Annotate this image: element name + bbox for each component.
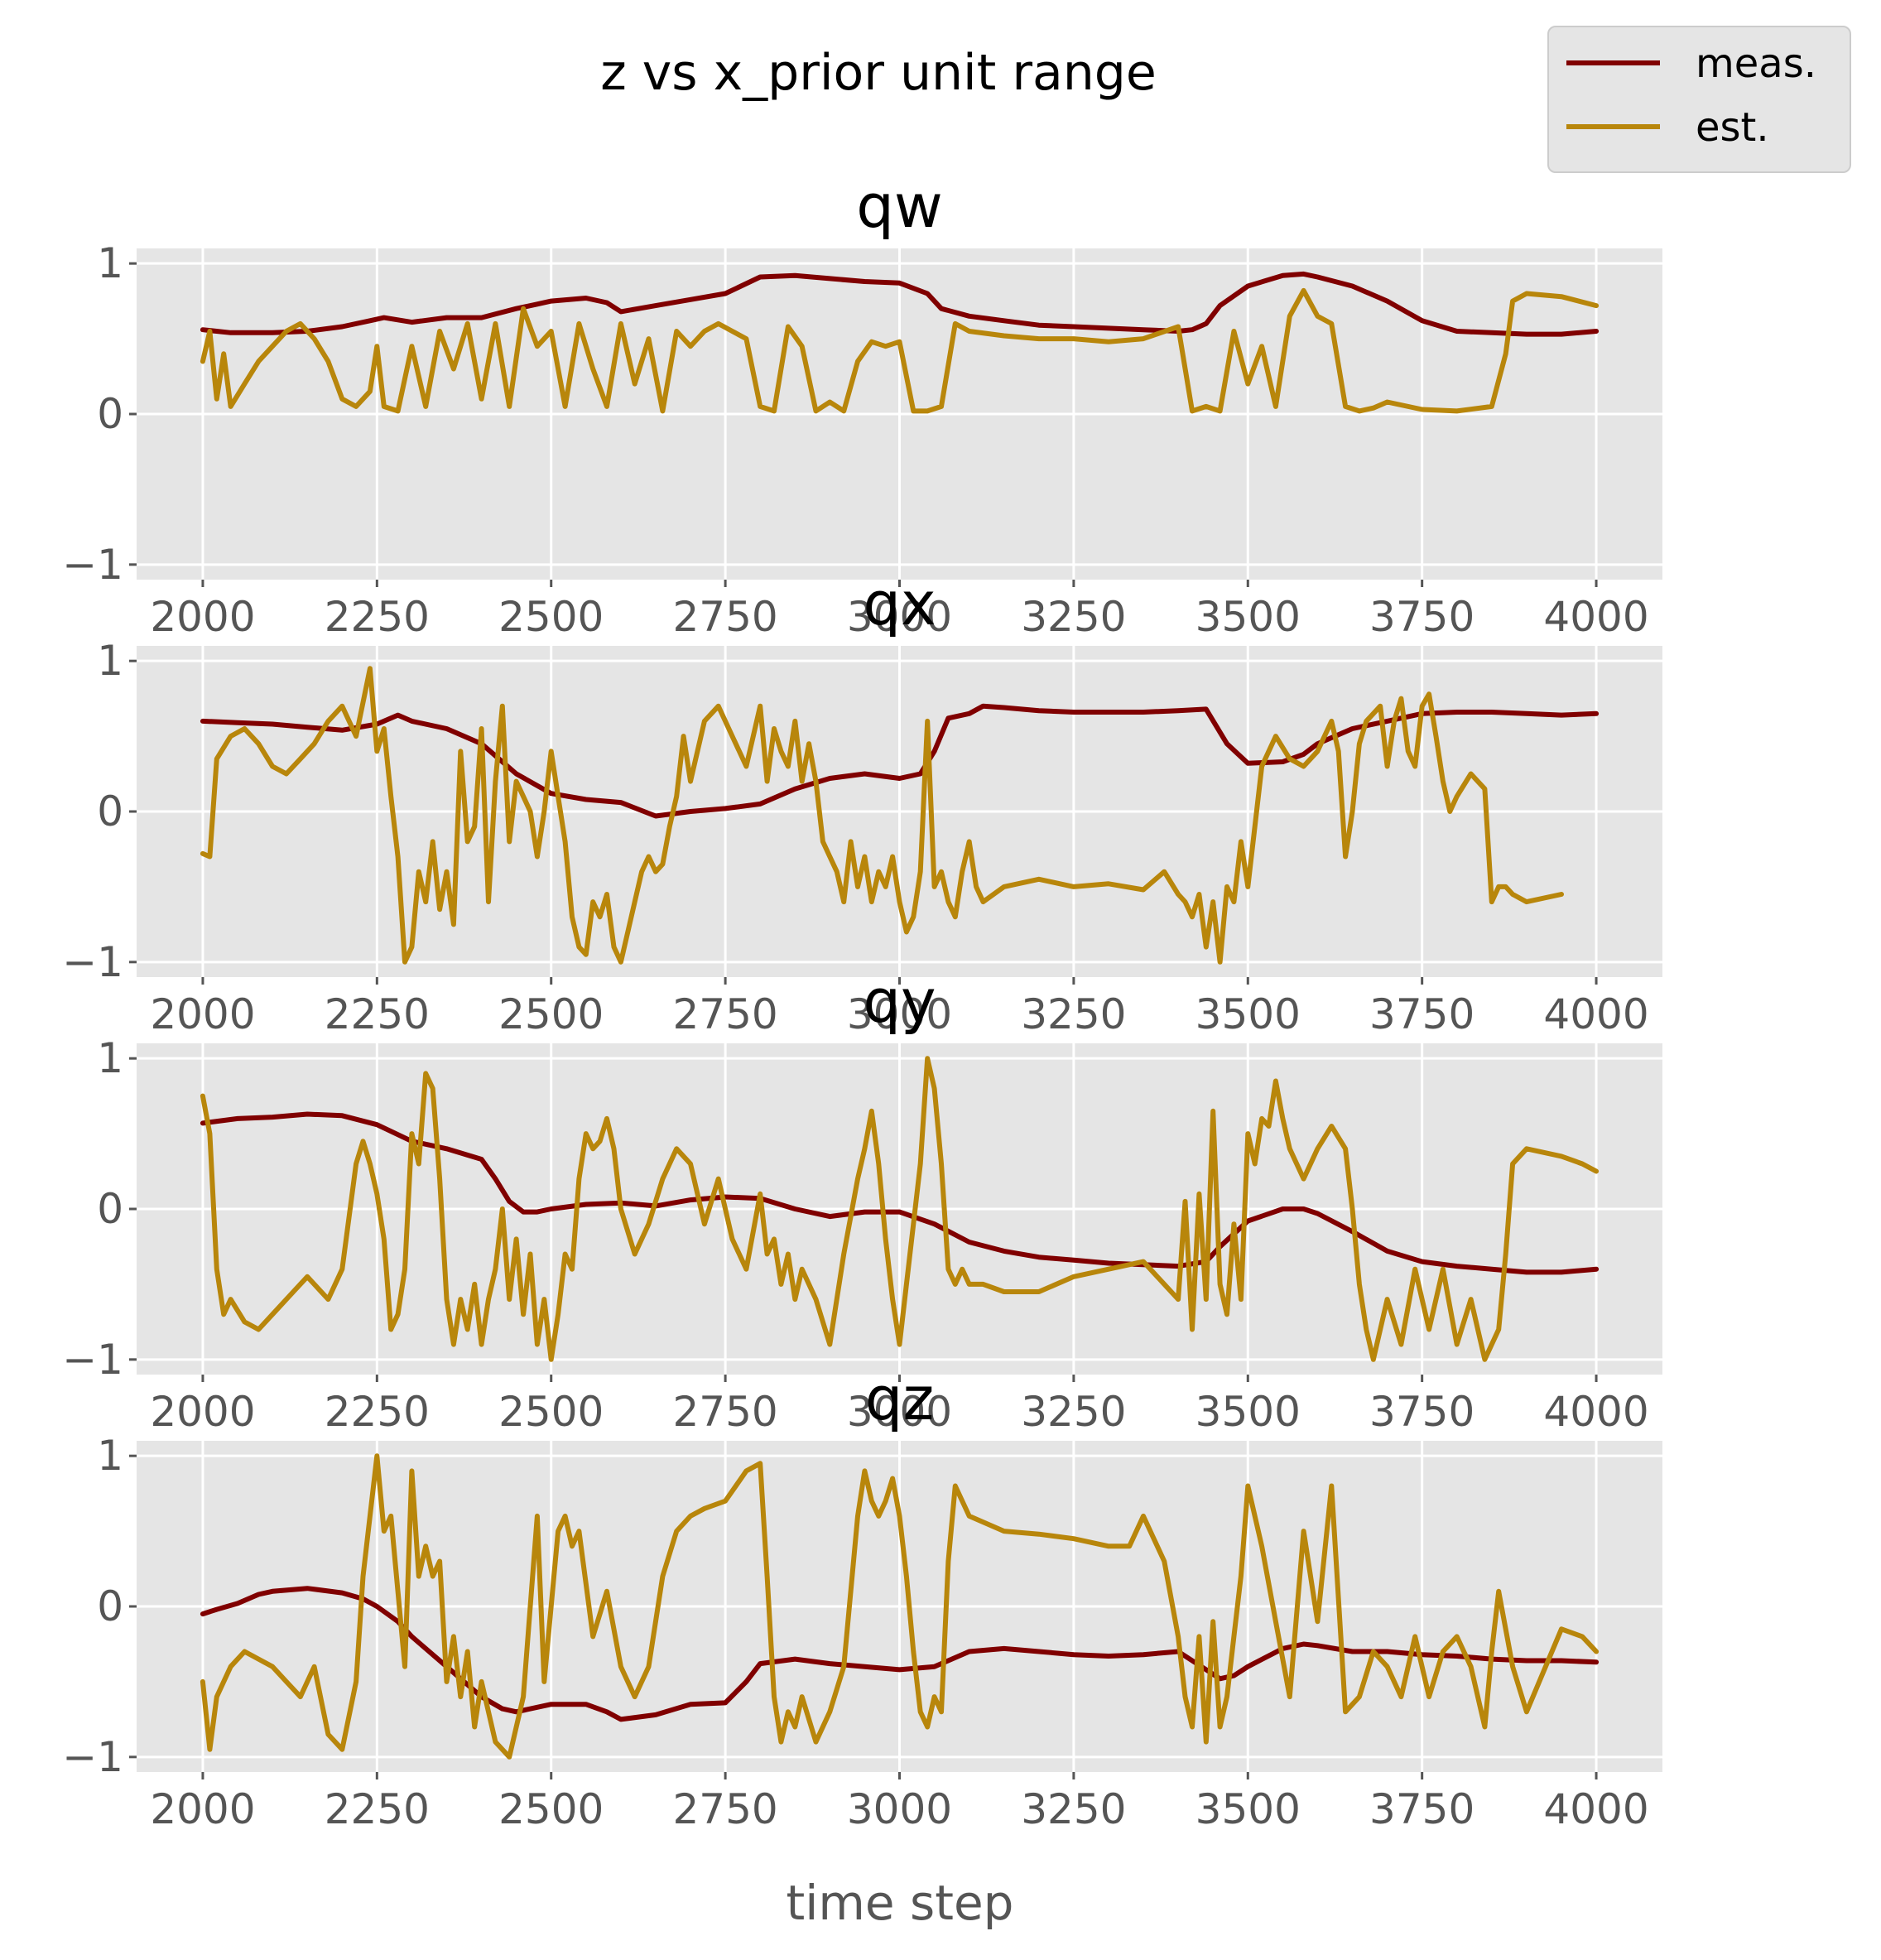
x-tick-label: 2500 (498, 990, 604, 1038)
x-tick-label: 3750 (1369, 990, 1474, 1038)
x-tick-label: 4000 (1543, 990, 1648, 1038)
subplot-qy: 2000 2250 2500 2750 3000 3250 3500 3750 4000 −1 0 1… (62, 966, 1662, 1436)
x-tick-label: 2250 (325, 990, 430, 1038)
series-line-meas (200, 703, 1600, 819)
series-line-est (200, 1056, 1600, 1362)
x-tick-label: 3750 (1369, 1388, 1474, 1436)
x-tick-label: 3500 (1195, 1785, 1301, 1833)
subplot-title: qw (856, 171, 943, 241)
x-tick-label: 2000 (150, 593, 255, 641)
x-tick-label: 3750 (1369, 593, 1474, 641)
x-tick-label: 2500 (498, 1785, 604, 1833)
subplot-title: qy (863, 966, 936, 1036)
x-tick-label: 4000 (1543, 1785, 1648, 1833)
legend-label-est: est. (1696, 104, 1769, 151)
subplot-title: qz (865, 1364, 935, 1433)
x-tick-label: 2250 (325, 593, 430, 641)
series-line-est (200, 1453, 1600, 1760)
x-tick-label: 3000 (847, 1785, 952, 1833)
subplot-qw: 2000 2250 2500 2750 3000 3250 3500 3750 4000 −1 0 1… (62, 171, 1662, 641)
y-tick-label: 0 (97, 787, 123, 836)
x-tick-label: 3500 (1195, 593, 1301, 641)
subplots: 2000 2250 2500 2750 3000 3250 3500 3750 4000 −1 0 1… (62, 171, 1662, 1833)
series-line-meas (200, 271, 1600, 337)
x-axis-label: time step (787, 1875, 1014, 1931)
subplot-qx: 2000 2250 2500 2750 3000 3250 3500 3750 4000 −1 0 1… (62, 569, 1662, 1038)
y-tick-label: 1 (97, 637, 123, 685)
x-tick-label: 2000 (150, 1388, 255, 1436)
y-tick-label: 1 (97, 239, 123, 287)
x-tick-label: 2750 (672, 1785, 777, 1833)
x-tick-label: 2500 (498, 593, 604, 641)
y-tick-label: 1 (97, 1034, 123, 1082)
y-tick-label: −1 (62, 1733, 123, 1781)
y-tick-label: 0 (97, 1582, 123, 1630)
x-tick-label: 2750 (672, 593, 777, 641)
x-tick-label: 3000 (847, 593, 952, 641)
x-tick-label: 2250 (325, 1388, 430, 1436)
y-tick-label: −1 (62, 541, 123, 589)
x-tick-label: 2250 (325, 1785, 430, 1833)
series-line-est (200, 287, 1600, 414)
x-tick-label: 3500 (1195, 990, 1301, 1038)
series-line-est (200, 666, 1564, 965)
legend-label-meas: meas. (1696, 41, 1816, 87)
legend: meas. est. (1547, 26, 1851, 173)
x-tick-label: 3000 (847, 1388, 952, 1436)
x-tick-label: 2750 (672, 1388, 777, 1436)
subplot-qz: 2000 2250 2500 2750 3000 3250 3500 3750 4000 −1 0 1… (62, 1364, 1662, 1833)
x-tick-label: 3250 (1021, 990, 1126, 1038)
chart-title: z vs x_prior unit range (600, 44, 1157, 102)
y-tick-label: −1 (62, 1336, 123, 1384)
x-tick-label: 3250 (1021, 1388, 1126, 1436)
x-tick-label: 3750 (1369, 1785, 1474, 1833)
x-tick-label: 2000 (150, 1785, 255, 1833)
x-tick-label: 3000 (847, 990, 952, 1038)
x-tick-label: 2750 (672, 990, 777, 1038)
series-line-meas (200, 1586, 1600, 1722)
y-tick-label: 0 (97, 390, 123, 438)
x-tick-label: 4000 (1543, 1388, 1648, 1436)
y-tick-label: 0 (97, 1185, 123, 1233)
x-tick-label: 3250 (1021, 1785, 1126, 1833)
subplot-title: qx (863, 569, 936, 638)
x-tick-label: 4000 (1543, 593, 1648, 641)
x-tick-label: 2500 (498, 1388, 604, 1436)
x-tick-label: 3250 (1021, 593, 1126, 641)
y-tick-label: 1 (97, 1432, 123, 1480)
x-tick-label: 2000 (150, 990, 255, 1038)
y-tick-label: −1 (62, 938, 123, 986)
x-tick-label: 3500 (1195, 1388, 1301, 1436)
